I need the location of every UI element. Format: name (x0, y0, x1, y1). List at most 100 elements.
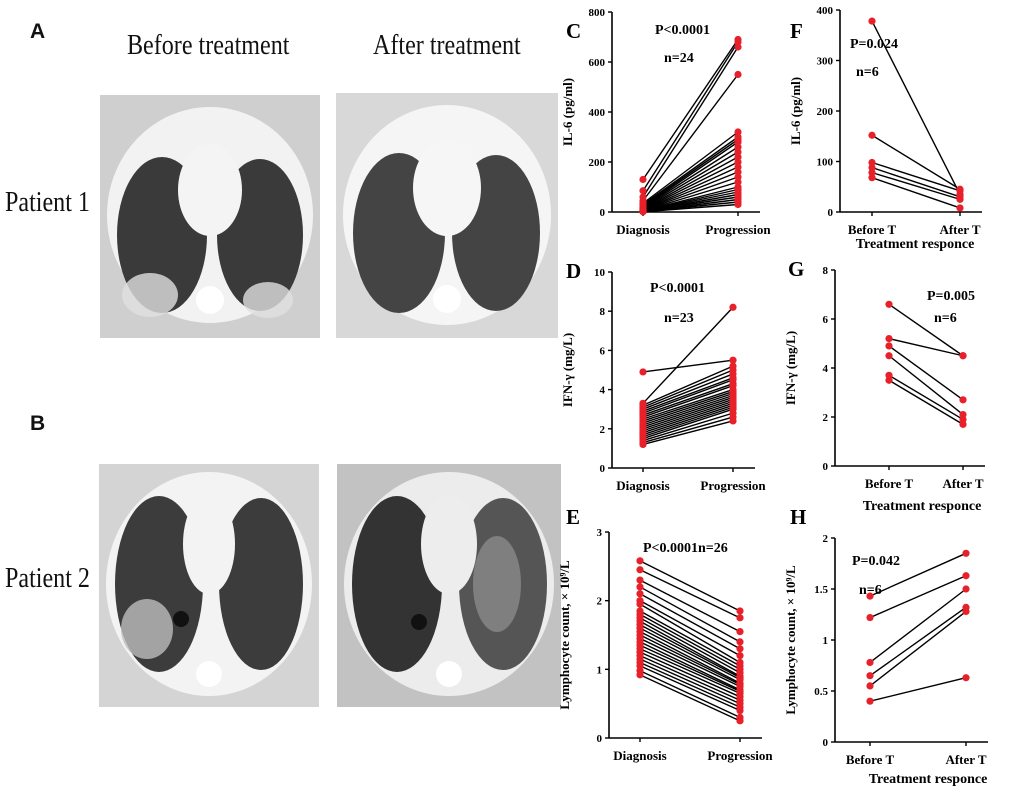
pair-line (888, 355, 964, 416)
pair-line (642, 396, 734, 428)
ct-mediastinum (421, 494, 477, 594)
y-axis-label: IFN-γ (mg/L) (783, 331, 798, 405)
data-point-after (962, 607, 970, 616)
data-point-after (736, 717, 744, 725)
data-point-after (734, 38, 742, 46)
pair-line (642, 141, 739, 208)
row-title-patient-2: Patient 2 (5, 563, 90, 594)
ct-airway (173, 611, 189, 627)
ct-spine (433, 285, 461, 313)
ct-scan-graphic (100, 95, 320, 338)
ct-image-patient1-after (336, 93, 558, 338)
ct-opacity (122, 273, 178, 317)
pair-line (642, 166, 739, 211)
y-tick-label: 4 (600, 385, 606, 397)
pair-line (642, 385, 734, 418)
y-tick-label: 6 (823, 314, 829, 326)
data-point-after (734, 143, 742, 151)
pair-line (642, 392, 734, 424)
pair-line (639, 658, 741, 705)
pair-line (639, 651, 741, 698)
pair-line (639, 613, 741, 670)
data-point-after (734, 173, 742, 181)
annotation: P<0.0001 (655, 23, 710, 38)
y-tick-label: 0 (600, 207, 606, 219)
data-point-before (866, 697, 874, 705)
data-point-after (734, 168, 742, 176)
pair-line (642, 151, 739, 209)
y-tick-label: 0 (597, 733, 603, 745)
y-tick-label: 4 (823, 363, 829, 375)
annotation: n=23 (664, 311, 694, 326)
y-axis-label: Lymphocyte count, × 10⁹/L (783, 565, 798, 715)
pair-line (642, 373, 734, 410)
data-point-after (956, 195, 964, 203)
data-point-after (734, 153, 742, 161)
pair-line (642, 74, 739, 202)
data-point-before (866, 658, 874, 667)
data-point-before (885, 342, 893, 350)
data-point-before (639, 440, 647, 449)
pair-line (871, 161, 961, 192)
data-point-before (868, 174, 876, 182)
pair-line (871, 166, 961, 198)
data-point-after (729, 303, 737, 311)
data-point-after (962, 585, 970, 593)
y-axis-label: IFN-γ (mg/L) (560, 333, 575, 407)
data-point-after (736, 645, 744, 653)
pair-line (642, 379, 734, 414)
x-tick-label: Diagnosis (613, 748, 666, 763)
data-point-before (636, 600, 644, 608)
y-axis-label: IL-6 (pg/ml) (560, 78, 575, 146)
data-point-after (959, 396, 967, 404)
y-tick-label: 8 (823, 265, 829, 277)
data-point-before (868, 158, 876, 167)
ct-right-lung (219, 498, 303, 670)
data-point-before (639, 187, 647, 195)
ct-heart (413, 140, 481, 236)
y-tick-label: 0 (828, 207, 834, 219)
ct-image-patient1-before (100, 95, 320, 338)
ct-image-patient2-before (99, 464, 319, 707)
pair-line (639, 560, 741, 612)
x-tick-label: Progression (707, 748, 773, 763)
data-point-after (729, 356, 737, 364)
pair-line (888, 337, 964, 357)
ct-scan-graphic (336, 93, 558, 338)
data-point-before (866, 672, 874, 680)
pair-line (642, 203, 739, 213)
ct-opacity (121, 599, 173, 659)
data-point-after (734, 138, 742, 146)
pair-line (642, 138, 739, 207)
pair-line (642, 388, 734, 420)
y-tick-label: 200 (817, 106, 834, 118)
pair-line (869, 677, 967, 702)
annotation: n=26 (698, 541, 728, 556)
pair-line (642, 136, 739, 206)
pair-line (639, 648, 741, 695)
ct-spine (196, 661, 222, 687)
data-point-before (636, 557, 644, 565)
pair-line (871, 171, 961, 201)
pair-line (639, 665, 741, 712)
pair-line (642, 146, 739, 209)
x-axis-label: Treatment responce (856, 237, 975, 252)
x-tick-label: Progression (700, 478, 766, 493)
y-axis-label: Lymphocyte count, × 10⁹/L (557, 560, 572, 710)
x-tick-label: Before T (865, 476, 914, 491)
x-tick-label: Before T (846, 752, 895, 767)
data-point-after (956, 204, 964, 212)
data-point-after (962, 549, 970, 557)
data-point-after (734, 163, 742, 171)
x-tick-label: After T (942, 476, 983, 491)
data-point-after (962, 674, 970, 682)
pair-line (642, 156, 739, 210)
pair-line (639, 674, 741, 722)
pair-line (639, 586, 741, 643)
y-tick-label: 400 (817, 5, 834, 17)
pair-line (642, 412, 734, 442)
pair-line (888, 345, 964, 401)
data-point-after (736, 627, 744, 636)
ct-spine (436, 661, 462, 687)
pair-line (642, 176, 739, 212)
